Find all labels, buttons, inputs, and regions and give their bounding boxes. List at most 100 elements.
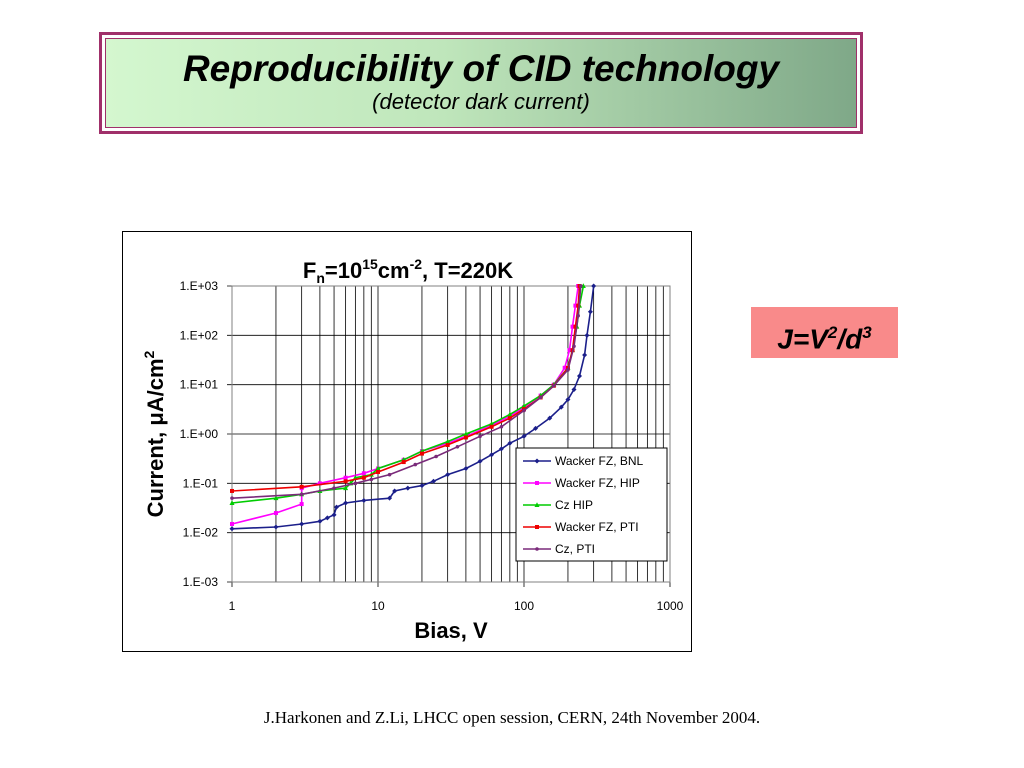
legend-label: Cz, PTI: [555, 542, 595, 556]
legend-label: Wacker FZ, BNL: [555, 454, 644, 468]
data-point: [361, 497, 367, 503]
y-axis-label-base: Current, μA/cm: [143, 358, 168, 517]
data-point: [334, 504, 340, 510]
credit-text: J.Harkonen and Z.Li, LHCC open session, …: [263, 708, 761, 727]
data-point: [230, 496, 234, 500]
title-box: Reproducibility of CID technology (detec…: [99, 32, 863, 134]
data-point: [343, 500, 349, 506]
data-point: [324, 515, 330, 521]
data-point: [522, 408, 526, 413]
data-point: [317, 481, 322, 486]
legend-item: Cz, PTI: [523, 542, 595, 556]
chart-title-sup1: 15: [362, 256, 378, 272]
data-point: [533, 425, 539, 431]
data-point: [445, 438, 451, 444]
data-point: [489, 421, 495, 426]
data-point: [507, 411, 513, 417]
x-tick-label: 1: [229, 599, 236, 613]
data-point: [230, 521, 234, 526]
y-tick-labels: 1.E-03 1.E-02 1.E-01 1.E+00 1.E+01 1.E+02 1.E+…: [180, 279, 219, 589]
chart-title-mid: =10: [325, 258, 362, 283]
data-point: [573, 324, 578, 329]
data-point: [455, 445, 460, 449]
y-tick-label: 1.E+00: [180, 427, 219, 441]
data-point: [419, 483, 425, 489]
y-tick-label: 1.E-01: [183, 476, 219, 490]
data-point: [521, 433, 527, 439]
data-point: [534, 458, 540, 464]
x-tick-labels: 1 10 100 1000: [229, 599, 684, 613]
data-point: [535, 525, 539, 529]
data-point: [376, 469, 380, 474]
data-point: [571, 386, 577, 392]
data-point: [591, 283, 597, 289]
data-point: [562, 365, 567, 370]
formula-exp2: 3: [862, 323, 872, 342]
data-point: [299, 521, 305, 527]
data-point: [229, 526, 235, 532]
chart-title-f: F: [303, 258, 316, 283]
data-point: [413, 462, 418, 467]
legend-label: Wacker FZ, PTI: [555, 520, 639, 534]
data-point: [477, 458, 483, 464]
data-point: [567, 348, 572, 353]
data-point: [299, 484, 304, 489]
data-point: [521, 403, 527, 408]
legend-item: Cz HIP: [523, 498, 593, 512]
slide-subtitle: (detector dark current): [372, 89, 590, 114]
data-point: [498, 446, 504, 452]
formula-box: J=V2/d3: [751, 307, 898, 358]
data-point: [230, 488, 234, 493]
data-point: [576, 313, 580, 318]
series-layer: [229, 283, 597, 532]
data-point: [499, 424, 504, 429]
y-tick-label: 1.E+03: [180, 279, 219, 293]
data-point: [572, 344, 576, 349]
slide-title: Reproducibility of CID technology: [182, 48, 780, 89]
data-point: [565, 397, 571, 403]
data-point: [392, 488, 398, 494]
data-point: [507, 416, 512, 421]
data-point: [573, 303, 578, 308]
data-point: [478, 434, 482, 439]
y-tick-label: 1.E+02: [180, 328, 219, 342]
data-point: [577, 373, 583, 379]
data-point: [299, 502, 304, 507]
chart: Fn=1015cm-2, T=220K 1.E-031.E-021.E-011.…: [141, 256, 684, 643]
series-cz-pti: [230, 284, 583, 500]
data-point: [361, 475, 366, 480]
y-axis-label: Current, μA/cm2: [141, 350, 168, 517]
data-point: [387, 495, 393, 501]
chart-title-sub: n: [316, 270, 325, 286]
chart-title-sup2: -2: [410, 256, 423, 272]
data-point: [489, 424, 494, 429]
data-point: [552, 383, 556, 388]
data-point: [229, 500, 235, 505]
data-point: [332, 486, 336, 490]
y-axis-label-sup: 2: [141, 350, 157, 358]
data-point: [535, 481, 539, 485]
data-point: [576, 303, 581, 308]
legend-item: Wacker FZ, BNL: [523, 454, 644, 468]
series-wacker-fz-bnl: [229, 283, 597, 532]
x-tick-label: 1000: [657, 599, 684, 613]
plot-area: [231, 285, 671, 583]
legend-label: Cz HIP: [555, 498, 593, 512]
data-point: [489, 452, 495, 458]
data-point: [273, 495, 279, 501]
x-tick-label: 10: [371, 599, 385, 613]
data-point: [507, 440, 513, 446]
data-point: [401, 460, 406, 465]
legend: Wacker FZ, BNL Wacker FZ, HIP Cz HIP Wacker…: [515, 447, 668, 562]
data-point: [343, 479, 348, 484]
chart-title-unit: cm: [378, 258, 410, 283]
data-point: [579, 284, 583, 288]
data-point: [463, 431, 469, 436]
chart-title: Fn=1015cm-2, T=220K: [303, 256, 513, 286]
data-point: [375, 465, 381, 471]
data-point: [445, 472, 451, 478]
data-point: [535, 547, 539, 551]
formula-mid: /d: [837, 323, 863, 355]
data-point: [331, 512, 337, 518]
data-point: [582, 352, 588, 358]
